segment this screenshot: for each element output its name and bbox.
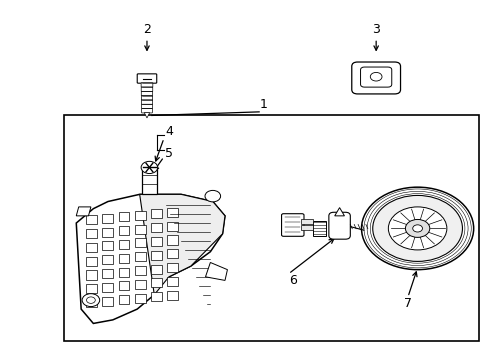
- Text: 7: 7: [403, 297, 411, 310]
- Circle shape: [369, 72, 381, 81]
- Circle shape: [412, 225, 422, 232]
- FancyBboxPatch shape: [102, 283, 113, 292]
- FancyBboxPatch shape: [135, 266, 145, 275]
- FancyBboxPatch shape: [167, 277, 178, 286]
- Text: 3: 3: [371, 23, 379, 36]
- FancyBboxPatch shape: [151, 209, 162, 218]
- Circle shape: [372, 195, 462, 261]
- Bar: [312, 221, 326, 235]
- Polygon shape: [76, 194, 224, 323]
- FancyBboxPatch shape: [328, 212, 349, 239]
- FancyBboxPatch shape: [86, 215, 97, 224]
- Polygon shape: [334, 208, 344, 216]
- Polygon shape: [205, 262, 227, 280]
- FancyBboxPatch shape: [118, 240, 129, 249]
- FancyBboxPatch shape: [167, 208, 178, 217]
- FancyBboxPatch shape: [102, 241, 113, 251]
- FancyBboxPatch shape: [151, 292, 162, 301]
- FancyBboxPatch shape: [118, 282, 129, 291]
- FancyBboxPatch shape: [135, 252, 145, 261]
- FancyBboxPatch shape: [86, 298, 97, 307]
- FancyBboxPatch shape: [86, 257, 97, 266]
- FancyBboxPatch shape: [135, 280, 145, 289]
- FancyBboxPatch shape: [118, 295, 129, 304]
- FancyBboxPatch shape: [167, 235, 178, 244]
- FancyBboxPatch shape: [151, 223, 162, 232]
- FancyBboxPatch shape: [151, 251, 162, 260]
- Text: 6: 6: [289, 274, 297, 287]
- FancyBboxPatch shape: [167, 291, 178, 300]
- Text: 1: 1: [260, 98, 267, 111]
- Text: 4: 4: [164, 125, 172, 138]
- FancyBboxPatch shape: [141, 87, 152, 91]
- FancyBboxPatch shape: [86, 270, 97, 280]
- FancyBboxPatch shape: [118, 254, 129, 263]
- Polygon shape: [76, 207, 91, 216]
- FancyBboxPatch shape: [118, 226, 129, 235]
- FancyBboxPatch shape: [141, 100, 152, 104]
- FancyBboxPatch shape: [102, 269, 113, 278]
- Text: 2: 2: [143, 23, 151, 36]
- FancyBboxPatch shape: [167, 263, 178, 272]
- FancyBboxPatch shape: [102, 228, 113, 237]
- Bar: [300, 225, 312, 230]
- FancyBboxPatch shape: [118, 267, 129, 276]
- FancyBboxPatch shape: [102, 255, 113, 264]
- FancyBboxPatch shape: [135, 211, 145, 220]
- FancyBboxPatch shape: [151, 265, 162, 274]
- Text: 5: 5: [164, 147, 173, 159]
- Circle shape: [86, 297, 95, 303]
- FancyBboxPatch shape: [118, 212, 129, 221]
- FancyBboxPatch shape: [86, 284, 97, 293]
- FancyBboxPatch shape: [86, 243, 97, 252]
- FancyBboxPatch shape: [135, 294, 145, 303]
- FancyBboxPatch shape: [167, 221, 178, 231]
- FancyBboxPatch shape: [135, 238, 145, 247]
- FancyBboxPatch shape: [351, 62, 400, 94]
- Polygon shape: [144, 113, 149, 118]
- FancyBboxPatch shape: [86, 229, 97, 238]
- FancyBboxPatch shape: [151, 278, 162, 288]
- Circle shape: [204, 190, 220, 202]
- Circle shape: [141, 161, 158, 174]
- FancyBboxPatch shape: [141, 96, 152, 100]
- FancyBboxPatch shape: [281, 214, 304, 236]
- FancyBboxPatch shape: [360, 67, 391, 87]
- Circle shape: [361, 187, 473, 270]
- FancyBboxPatch shape: [141, 91, 152, 96]
- FancyBboxPatch shape: [135, 225, 145, 234]
- Circle shape: [405, 220, 429, 237]
- FancyBboxPatch shape: [102, 214, 113, 223]
- FancyBboxPatch shape: [142, 109, 152, 113]
- FancyBboxPatch shape: [102, 297, 113, 306]
- FancyBboxPatch shape: [141, 83, 153, 87]
- FancyBboxPatch shape: [137, 74, 157, 83]
- Bar: [300, 220, 312, 225]
- FancyBboxPatch shape: [167, 249, 178, 258]
- Circle shape: [387, 207, 446, 250]
- Bar: [64, 116, 478, 341]
- FancyBboxPatch shape: [151, 237, 162, 246]
- FancyBboxPatch shape: [141, 104, 152, 109]
- Circle shape: [82, 294, 100, 307]
- Polygon shape: [140, 194, 224, 295]
- Polygon shape: [142, 166, 157, 194]
